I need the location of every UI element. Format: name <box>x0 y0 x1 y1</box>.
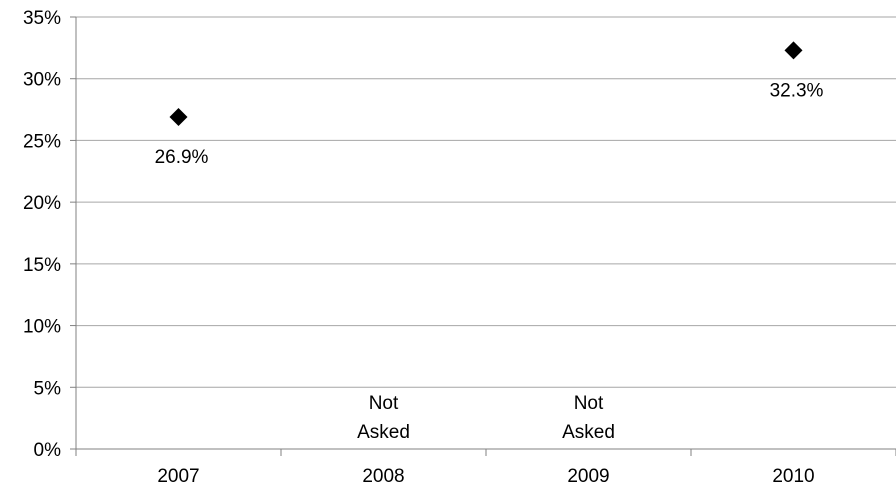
not-asked-label: Asked <box>357 422 410 443</box>
y-tick-label: 15% <box>23 255 61 276</box>
y-tick-label: 5% <box>34 378 62 399</box>
y-tick-label: 20% <box>23 193 61 214</box>
y-tick-label: 25% <box>23 131 61 152</box>
axes <box>70 16 896 456</box>
not-asked-label: Not <box>574 393 604 414</box>
y-tick-label: 30% <box>23 70 61 91</box>
not-asked-label: Not <box>369 393 399 414</box>
x-tick-label: 2010 <box>772 466 814 487</box>
x-tick-label: 2007 <box>157 466 199 487</box>
y-tick-label: 0% <box>34 440 62 461</box>
y-tick-labels: 0% 5% 10% 15% 20% 25% 30% 35% <box>23 8 61 461</box>
y-tick-label: 10% <box>23 317 61 338</box>
x-tick-label: 2008 <box>362 466 404 487</box>
not-asked-label: Asked <box>562 422 615 443</box>
annotations: Not Asked Not Asked <box>357 393 615 443</box>
data-label: 32.3% <box>770 80 824 101</box>
data-labels: 26.9% 32.3% <box>155 80 824 168</box>
x-tick-labels: 2007 2008 2009 2010 <box>157 466 814 487</box>
data-points <box>169 41 803 126</box>
x-tick-label: 2009 <box>567 466 609 487</box>
y-tick-label: 35% <box>23 8 61 29</box>
data-point-marker <box>169 107 188 126</box>
data-point-marker <box>784 41 803 60</box>
gridlines <box>76 16 896 388</box>
data-label: 26.9% <box>155 147 209 168</box>
